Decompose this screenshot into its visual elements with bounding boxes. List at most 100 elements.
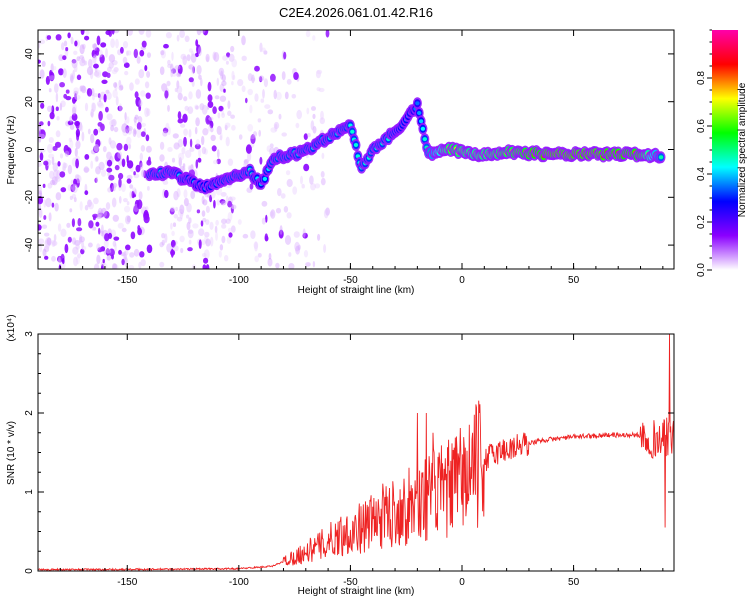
heatmap-noise-cell: [293, 231, 300, 238]
heatmap-noise-cell: [159, 241, 164, 248]
heatmap-noise-cell: [176, 80, 180, 89]
heatmap-noise-cell: [96, 214, 103, 219]
heatmap-noise-cell: [268, 252, 272, 260]
heatmap-noise-cell: [67, 184, 72, 191]
heatmap-noise-cell: [228, 232, 233, 238]
heatmap-noise-cell: [134, 114, 139, 120]
heatmap-noise-cell: [58, 256, 61, 266]
heatmap-noise-cell: [204, 231, 210, 238]
heatmap-noise-cell: [61, 42, 65, 51]
heatmap-noise-cell: [146, 52, 152, 58]
heatmap-noise-cell: [38, 124, 42, 131]
heatmap-noise-cell: [73, 50, 78, 55]
heatmap-noise-cell: [140, 122, 147, 127]
heatmap-noise-cell: [144, 107, 150, 118]
x-tick-label: 50: [568, 275, 580, 286]
heatmap-noise-cell: [88, 202, 94, 210]
heatmap-noise-cell: [288, 263, 295, 269]
heatmap-noise-cell: [93, 71, 100, 77]
heatmap-noise-cell: [285, 170, 291, 176]
heatmap-noise-cell: [212, 106, 217, 114]
heatmap-noise-cell: [123, 251, 127, 261]
heatmap-noise-cell: [60, 100, 66, 108]
heatmap-noise-cell: [105, 202, 111, 210]
heatmap-noise-cell: [207, 94, 213, 102]
heatmap-noise-cell: [77, 218, 82, 227]
heatmap-noise-cell: [107, 66, 112, 73]
heatmap-noise-cell: [188, 77, 194, 83]
heatmap-noise-cell: [170, 239, 176, 248]
heatmap-noise-cell: [107, 187, 112, 193]
heatmap-noise-cell: [175, 206, 179, 212]
heatmap-noise-cell: [49, 111, 55, 120]
heatmap-noise-cell: [226, 52, 231, 58]
heatmap-noise-cell: [221, 109, 225, 116]
heatmap-noise-cell: [45, 237, 52, 247]
colorbar-tick-label: 0.0: [696, 263, 707, 277]
heatmap-noise-cell: [221, 218, 227, 225]
heatmap-noise-cell: [123, 62, 130, 68]
heatmap-noise-cell: [112, 214, 120, 222]
heatmap-noise-cell: [98, 161, 105, 171]
heatmap-noise-cell: [95, 176, 99, 183]
heatmap-noise-cell: [138, 191, 143, 200]
heatmap-noise-cell: [73, 90, 79, 96]
heatmap-noise-cell: [93, 93, 99, 98]
heatmap-noise-cell: [173, 190, 179, 201]
heatmap-noise-cell: [84, 190, 89, 196]
heatmap-noise-cell: [177, 111, 182, 120]
heatmap-noise-cell: [38, 39, 46, 45]
heatmap-noise-cell: [213, 199, 216, 209]
heatmap-noise-cell: [100, 230, 104, 237]
heatmap-noise-cell: [166, 80, 171, 87]
heatmap-noise-cell: [305, 30, 311, 38]
heatmap-noise-cell: [44, 255, 49, 260]
heatmap-noise-cell: [145, 134, 150, 142]
heatmap-noise-cell: [84, 35, 90, 41]
heatmap-noise-cell: [38, 125, 41, 135]
heatmap-noise-cell: [63, 40, 68, 47]
heatmap-ridge-core: [418, 119, 424, 124]
heatmap-noise-cell: [134, 121, 138, 126]
heatmap-noise-cell: [123, 198, 128, 203]
heatmap-noise-cell: [225, 218, 231, 224]
heatmap-noise-cell: [196, 30, 202, 36]
heatmap-noise-cell: [260, 98, 265, 103]
heatmap-noise-cell: [224, 122, 231, 128]
heatmap-noise-cell: [225, 195, 229, 204]
heatmap-noise-cell: [57, 223, 62, 232]
heatmap-noise-cell: [222, 55, 228, 61]
heatmap-noise-cell: [124, 112, 127, 121]
heatmap-noise-cell: [72, 96, 76, 104]
heatmap-noise-cell: [106, 151, 112, 160]
heatmap-noise-cell: [225, 136, 230, 147]
heatmap-noise-cell: [258, 75, 265, 82]
heatmap-noise-cell: [180, 212, 183, 220]
heatmap-noise-cell: [74, 174, 80, 180]
heatmap-noise-cell: [141, 169, 146, 178]
heatmap-noise-cell: [137, 225, 141, 231]
heatmap-noise-cell: [111, 254, 114, 260]
heatmap-noise-cell: [133, 48, 138, 59]
heatmap-noise-cell: [211, 145, 217, 152]
heatmap-noise-cell: [83, 166, 89, 174]
heatmap-noise-cell: [267, 257, 273, 267]
heatmap-noise-cell: [180, 123, 186, 128]
heatmap-noise-cell: [51, 202, 55, 208]
heatmap-noise-cell: [220, 192, 227, 197]
heatmap-noise-cell: [300, 175, 303, 185]
heatmap-noise-cell: [218, 67, 225, 77]
spectrogram-x-label: Height of straight line (km): [298, 285, 415, 296]
heatmap-noise-cell: [134, 91, 139, 99]
heatmap-noise-cell: [232, 74, 236, 80]
heatmap-noise-cell: [116, 142, 123, 151]
x-tick-label: -50: [343, 275, 358, 286]
heatmap-noise-cell: [140, 259, 146, 267]
heatmap-noise-cell: [171, 157, 176, 163]
heatmap-noise-cell: [39, 69, 45, 79]
heatmap-noise-cell: [52, 162, 58, 172]
heatmap-noise-cell: [219, 135, 223, 141]
heatmap-noise-cell: [220, 70, 224, 80]
heatmap-noise-cell: [184, 105, 189, 111]
heatmap-noise-cell: [43, 245, 50, 253]
